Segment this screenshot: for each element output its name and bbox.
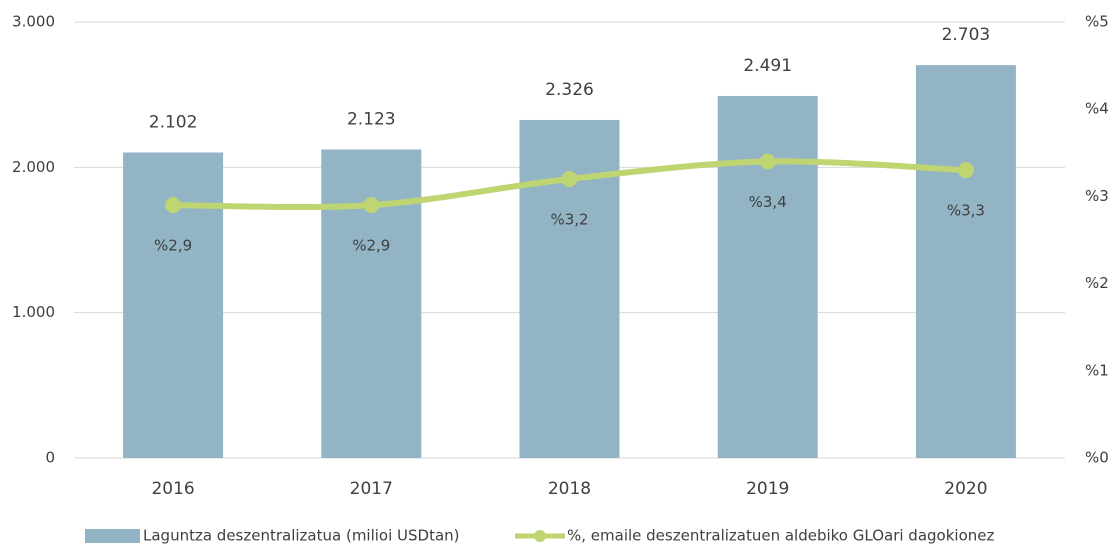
line-value-label: %2,9 (352, 237, 390, 255)
y-tick-label: 2.000 (12, 158, 55, 176)
legend-swatch (85, 529, 140, 543)
y2-tick-label: %1 (1085, 361, 1109, 379)
line-value-label: %3,2 (550, 210, 588, 228)
line-value-label: %3,3 (947, 202, 985, 220)
line-point (165, 197, 182, 214)
y2-tick-label: %3 (1085, 187, 1109, 205)
legend-label: Laguntza deszentralizatua (milioi USDtan… (143, 527, 460, 545)
x-tick-label: 2020 (944, 479, 987, 499)
y2-tick-label: %4 (1085, 100, 1109, 118)
line-value-label: %3,4 (749, 193, 787, 211)
x-tick-label: 2016 (151, 479, 194, 499)
y2-tick-label: %5 (1085, 13, 1109, 31)
y-tick-label: 3.000 (12, 13, 55, 31)
line-point (957, 162, 974, 179)
bar-value-label: 2.123 (347, 109, 396, 129)
legend-label: %, emaile deszentralizatuen aldebiko GLO… (567, 527, 994, 545)
bar (321, 149, 422, 458)
bar-value-label: 2.491 (743, 56, 792, 76)
x-tick-label: 2017 (350, 479, 393, 499)
bar-value-label: 2.102 (149, 113, 198, 133)
y-tick-label: 0 (45, 449, 55, 467)
bar-value-label: 2.326 (545, 80, 594, 100)
bar-value-label: 2.703 (942, 25, 991, 45)
x-tick-label: 2019 (746, 479, 789, 499)
bar (717, 95, 818, 458)
line-point (561, 170, 578, 187)
y-tick-label: 1.000 (12, 303, 55, 321)
line-point (759, 153, 776, 170)
y2-tick-label: %0 (1085, 449, 1109, 467)
x-tick-label: 2018 (548, 479, 591, 499)
line-value-label: %2,9 (154, 237, 192, 255)
y2-tick-label: %2 (1085, 274, 1109, 292)
legend-swatch-point (534, 530, 546, 542)
line-point (363, 197, 380, 214)
bar (519, 119, 620, 459)
bar (915, 65, 1016, 458)
